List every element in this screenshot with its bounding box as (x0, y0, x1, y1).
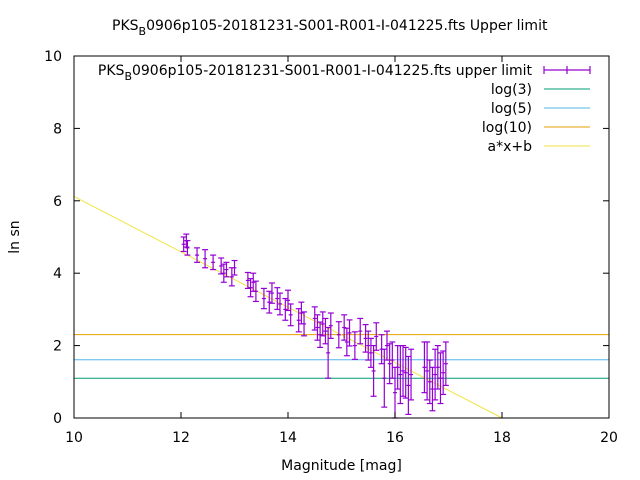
data-point (285, 289, 291, 312)
legend-label-log5: log(5) (491, 101, 532, 117)
chart-title: PKSB0906p105-20181231-S001-R001-I-041225… (112, 18, 548, 38)
y-tick-label: 2 (53, 339, 62, 355)
data-point (383, 330, 390, 361)
legend-label-fit: a*x+b (488, 139, 533, 155)
data-point (370, 345, 377, 397)
data-point (218, 257, 225, 275)
data-point (432, 348, 439, 401)
chart-title-subscript: B (139, 25, 147, 38)
x-axis-label: Magnitude [mag] (281, 458, 402, 474)
data-point (202, 249, 209, 269)
data-point (287, 303, 294, 327)
data-point (317, 321, 324, 349)
axes: 10 12 14 16 18 20 0 2 4 6 8 10 (44, 49, 618, 446)
data-point (351, 331, 358, 360)
data-point (220, 263, 227, 283)
data-point (244, 271, 251, 290)
data-point (367, 337, 374, 368)
data-point (231, 259, 238, 276)
data-point (274, 287, 281, 310)
data-point (250, 272, 257, 292)
legend-label-log10: log(10) (482, 120, 532, 136)
data-point (327, 312, 334, 339)
legend-label-data-suffix: 0906p105-20181231-S001-R001-I-041225.fts… (132, 63, 533, 79)
data-point (346, 319, 353, 347)
data-point (322, 317, 329, 345)
data-point (424, 341, 431, 401)
plot-frame (73, 55, 610, 419)
data-point (314, 314, 321, 341)
data-point (311, 306, 318, 331)
data-point (357, 317, 364, 345)
legend-label-data-subscript: B (124, 70, 132, 83)
x-tick-label: 14 (279, 430, 297, 446)
data-point (268, 282, 275, 304)
x-tick-label: 18 (493, 430, 511, 446)
chart-title-prefix: PKS (112, 18, 139, 34)
y-tick-label: 8 (53, 121, 62, 137)
data-point (252, 280, 259, 303)
data-point (325, 326, 332, 379)
data-point (373, 322, 380, 351)
y-axis-label: ln sn (7, 220, 23, 253)
x-tick-label: 16 (386, 430, 404, 446)
data-points (180, 233, 449, 419)
data-point (180, 236, 187, 253)
data-point (247, 278, 254, 298)
y-tick-label: 0 (53, 411, 62, 427)
data-point (389, 341, 396, 379)
data-point (400, 345, 407, 397)
legend-label-log3: log(3) (491, 82, 532, 98)
data-point (223, 261, 230, 278)
x-tick-label: 20 (600, 430, 618, 446)
data-point (437, 352, 444, 405)
legend-label-data: PKSB0906p105-20181231-S001-R001-I-041225… (98, 63, 533, 83)
data-point (319, 311, 326, 337)
data-point (184, 240, 191, 256)
data-point (429, 366, 436, 412)
data-point (405, 355, 412, 415)
x-tick-label: 10 (65, 430, 83, 446)
chart-title-suffix: 0906p105-20181231-S001-R001-I-041225.fts… (146, 18, 548, 34)
reference-lines (74, 334, 609, 379)
data-point (301, 311, 308, 337)
data-point (298, 301, 305, 325)
data-point (442, 341, 449, 387)
data-point (282, 297, 289, 321)
x-tick-label: 12 (172, 430, 190, 446)
legend-label-data-prefix: PKS (98, 63, 125, 79)
data-point (210, 254, 217, 271)
y-tick-label: 10 (44, 49, 62, 65)
data-point (365, 330, 372, 361)
data-point (343, 327, 350, 357)
data-point (194, 247, 201, 263)
y-tick-label: 4 (53, 266, 62, 282)
data-point (386, 343, 393, 385)
data-point (381, 348, 388, 408)
data-point (402, 346, 409, 399)
y-tick-label: 6 (53, 194, 62, 210)
data-point (362, 324, 369, 353)
data-point (260, 287, 267, 310)
data-point (295, 308, 302, 333)
data-point (440, 350, 447, 396)
data-point (341, 314, 348, 341)
data-point (335, 321, 342, 349)
data-point (266, 290, 273, 314)
data-point (408, 348, 415, 401)
legend: PKSB0906p105-20181231-S001-R001-I-041225… (98, 63, 591, 155)
data-point (276, 292, 283, 316)
